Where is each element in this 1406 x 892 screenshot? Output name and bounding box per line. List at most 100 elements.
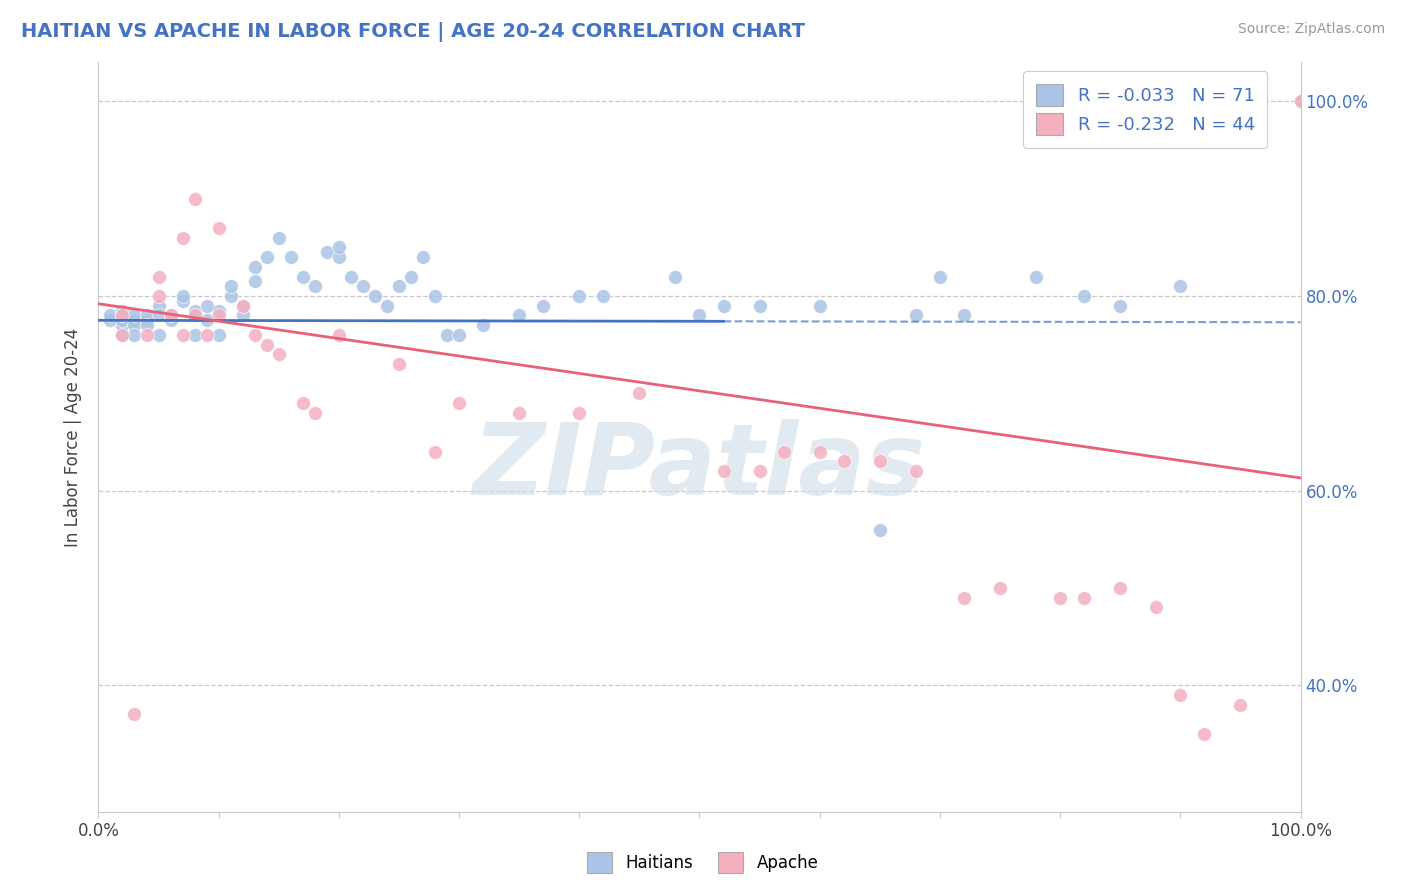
Legend: Haitians, Apache: Haitians, Apache bbox=[581, 846, 825, 880]
Point bbox=[1170, 279, 1192, 293]
Point bbox=[195, 299, 218, 313]
Point bbox=[304, 279, 326, 293]
Point bbox=[628, 386, 651, 401]
Point bbox=[1170, 688, 1192, 702]
Point bbox=[531, 299, 554, 313]
Point bbox=[183, 309, 205, 323]
Point bbox=[328, 327, 350, 342]
Text: Source: ZipAtlas.com: Source: ZipAtlas.com bbox=[1237, 22, 1385, 37]
Point bbox=[195, 313, 218, 327]
Point bbox=[592, 289, 614, 303]
Point bbox=[208, 220, 231, 235]
Point bbox=[172, 293, 194, 308]
Point bbox=[243, 260, 266, 274]
Point bbox=[423, 444, 446, 458]
Point bbox=[111, 309, 134, 323]
Point bbox=[508, 309, 530, 323]
Point bbox=[100, 313, 122, 327]
Point bbox=[340, 269, 363, 284]
Point bbox=[869, 523, 891, 537]
Point bbox=[267, 347, 290, 361]
Point bbox=[232, 299, 254, 313]
Point bbox=[124, 309, 146, 323]
Point bbox=[280, 250, 302, 264]
Point bbox=[315, 245, 337, 260]
Point bbox=[808, 299, 831, 313]
Point bbox=[183, 192, 205, 206]
Point bbox=[664, 269, 686, 284]
Point bbox=[148, 289, 170, 303]
Point bbox=[412, 250, 434, 264]
Point bbox=[568, 289, 591, 303]
Point bbox=[928, 269, 950, 284]
Point bbox=[904, 464, 927, 478]
Point bbox=[243, 274, 266, 288]
Point bbox=[1289, 95, 1312, 109]
Point bbox=[124, 327, 146, 342]
Point bbox=[148, 309, 170, 323]
Point bbox=[772, 444, 794, 458]
Point bbox=[1025, 269, 1047, 284]
Y-axis label: In Labor Force | Age 20-24: In Labor Force | Age 20-24 bbox=[65, 327, 83, 547]
Point bbox=[447, 327, 470, 342]
Point bbox=[1109, 299, 1132, 313]
Point bbox=[124, 707, 146, 722]
Point bbox=[148, 299, 170, 313]
Point bbox=[291, 269, 314, 284]
Point bbox=[1229, 698, 1251, 712]
Point bbox=[328, 250, 350, 264]
Point bbox=[135, 313, 157, 327]
Point bbox=[423, 289, 446, 303]
Point bbox=[124, 318, 146, 333]
Point bbox=[195, 327, 218, 342]
Point bbox=[183, 309, 205, 323]
Point bbox=[111, 313, 134, 327]
Point bbox=[1144, 600, 1167, 615]
Point bbox=[159, 313, 181, 327]
Point bbox=[159, 309, 181, 323]
Point bbox=[111, 327, 134, 342]
Point bbox=[304, 406, 326, 420]
Point bbox=[447, 396, 470, 410]
Point bbox=[267, 230, 290, 244]
Point bbox=[1289, 95, 1312, 109]
Point bbox=[375, 299, 398, 313]
Point bbox=[148, 327, 170, 342]
Point bbox=[399, 269, 422, 284]
Point bbox=[243, 327, 266, 342]
Point bbox=[172, 230, 194, 244]
Text: ZIPatlas: ZIPatlas bbox=[472, 418, 927, 516]
Point bbox=[111, 327, 134, 342]
Point bbox=[172, 327, 194, 342]
Point bbox=[988, 581, 1011, 595]
Point bbox=[832, 454, 855, 468]
Point bbox=[748, 299, 770, 313]
Point bbox=[183, 303, 205, 318]
Point bbox=[208, 327, 231, 342]
Point bbox=[689, 309, 711, 323]
Point bbox=[436, 327, 458, 342]
Point bbox=[256, 250, 278, 264]
Point bbox=[904, 309, 927, 323]
Point bbox=[183, 327, 205, 342]
Point bbox=[219, 279, 242, 293]
Point bbox=[388, 279, 411, 293]
Point bbox=[111, 318, 134, 333]
Point bbox=[1073, 591, 1095, 605]
Text: HAITIAN VS APACHE IN LABOR FORCE | AGE 20-24 CORRELATION CHART: HAITIAN VS APACHE IN LABOR FORCE | AGE 2… bbox=[21, 22, 806, 42]
Point bbox=[256, 337, 278, 351]
Point bbox=[713, 299, 735, 313]
Point bbox=[953, 309, 976, 323]
Legend: R = -0.033   N = 71, R = -0.232   N = 44: R = -0.033 N = 71, R = -0.232 N = 44 bbox=[1024, 71, 1267, 148]
Point bbox=[124, 313, 146, 327]
Point bbox=[388, 357, 411, 371]
Point bbox=[1049, 591, 1071, 605]
Point bbox=[1194, 727, 1216, 741]
Point bbox=[568, 406, 591, 420]
Point bbox=[208, 303, 231, 318]
Point bbox=[219, 289, 242, 303]
Point bbox=[159, 309, 181, 323]
Point bbox=[869, 454, 891, 468]
Point bbox=[148, 269, 170, 284]
Point bbox=[172, 289, 194, 303]
